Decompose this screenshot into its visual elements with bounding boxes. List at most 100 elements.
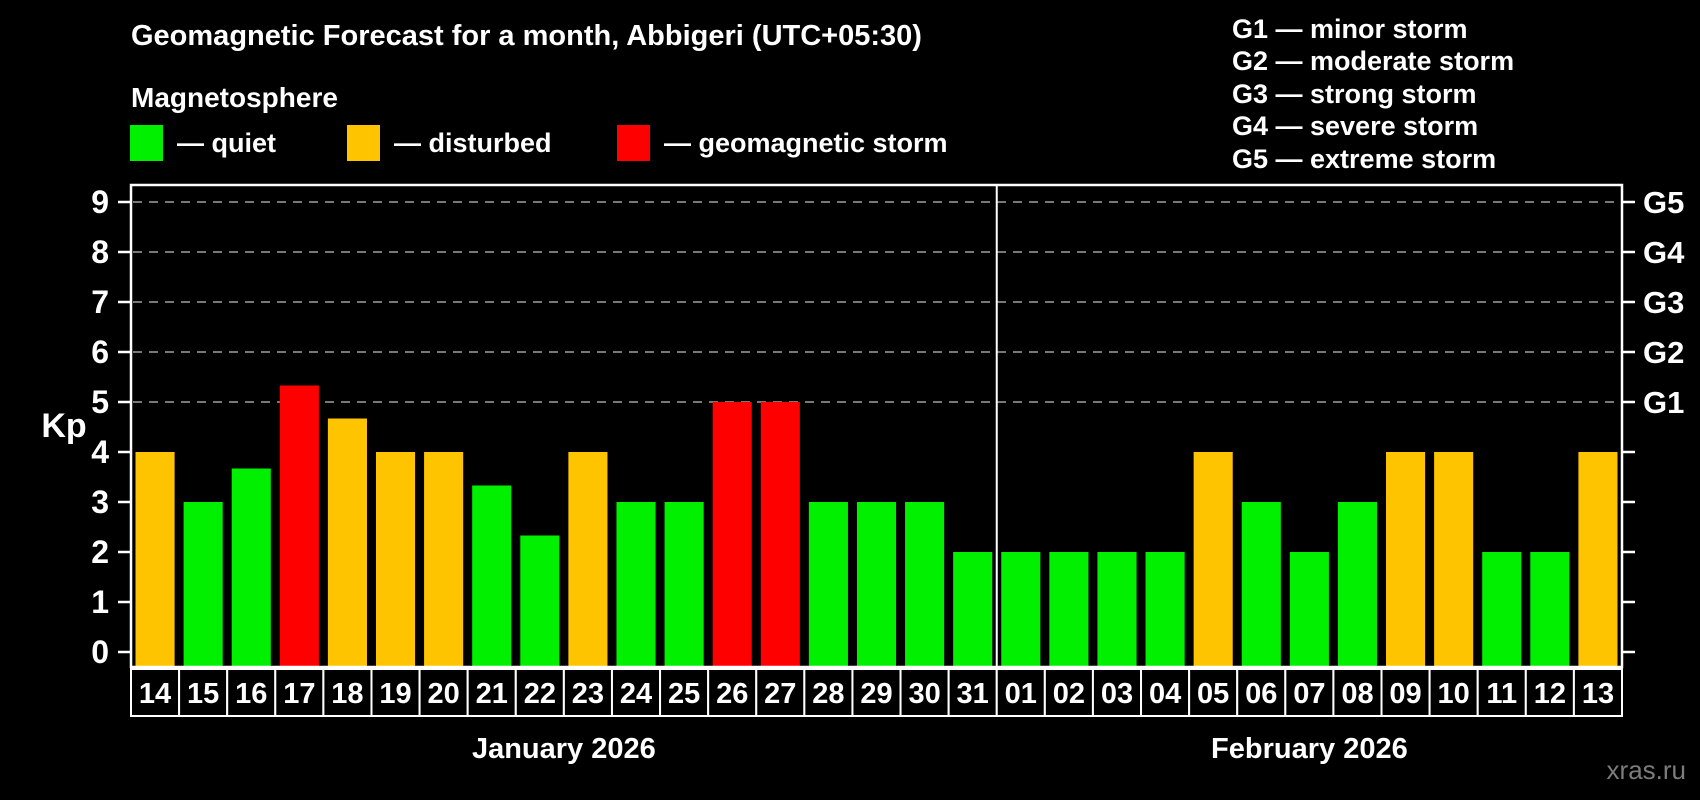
day-label-13: 13 bbox=[1582, 678, 1614, 710]
day-box-17 bbox=[274, 668, 325, 717]
y-tick-label-7: 7 bbox=[91, 284, 109, 320]
disturbed-label: — disturbed bbox=[394, 127, 552, 158]
day-label-22: 22 bbox=[524, 678, 556, 710]
bar-january-20 bbox=[424, 452, 464, 666]
bar-february-12 bbox=[1530, 552, 1570, 666]
bar-february-07 bbox=[1289, 552, 1329, 666]
day-box-19 bbox=[370, 668, 421, 717]
bar-january-16 bbox=[231, 468, 271, 666]
storm-label: — geomagnetic storm bbox=[664, 127, 948, 158]
page-title: Geomagnetic Forecast for a month, Abbige… bbox=[131, 20, 922, 52]
day-label-23: 23 bbox=[572, 678, 604, 710]
day-box-11 bbox=[1476, 668, 1527, 717]
g3-legend-line: G3 — strong storm bbox=[1232, 78, 1477, 109]
day-label-02: 02 bbox=[1053, 678, 1085, 710]
bar-january-15 bbox=[183, 502, 223, 666]
y-tick-label-8: 8 bbox=[91, 234, 109, 270]
day-box-25 bbox=[659, 668, 710, 717]
bar-january-21 bbox=[472, 485, 512, 666]
day-box-20 bbox=[418, 668, 469, 717]
plot-border bbox=[129, 183, 1624, 669]
day-label-29: 29 bbox=[860, 678, 892, 710]
day-label-30: 30 bbox=[908, 678, 940, 710]
right-axis-label-g4: G4 bbox=[1643, 235, 1685, 270]
y-tick-label-6: 6 bbox=[91, 334, 109, 370]
day-box-18 bbox=[322, 668, 373, 717]
y-tick-label-3: 3 bbox=[91, 484, 109, 520]
right-axis-label-g1: G1 bbox=[1643, 385, 1684, 420]
bar-january-18 bbox=[327, 418, 367, 666]
day-label-08: 08 bbox=[1341, 678, 1373, 710]
legend-item-disturbed: — disturbed bbox=[347, 124, 552, 162]
day-label-17: 17 bbox=[283, 678, 315, 710]
day-box-02 bbox=[1043, 668, 1094, 717]
day-label-18: 18 bbox=[331, 678, 363, 710]
day-label-28: 28 bbox=[812, 678, 844, 710]
day-label-15: 15 bbox=[187, 678, 219, 710]
bar-january-22 bbox=[520, 535, 560, 666]
day-label-27: 27 bbox=[764, 678, 796, 710]
g-scale-legend: G1 — minor storm G2 — moderate storm G3 … bbox=[1232, 13, 1514, 175]
bar-january-27 bbox=[760, 402, 800, 666]
day-label-05: 05 bbox=[1197, 678, 1229, 710]
day-label-01: 01 bbox=[1005, 678, 1037, 710]
month-label-january: January 2026 bbox=[472, 733, 656, 765]
g5-legend-line: G5 — extreme storm bbox=[1232, 143, 1497, 174]
bar-january-26 bbox=[712, 402, 752, 666]
bar-january-29 bbox=[856, 502, 897, 666]
y-tick-label-0: 0 bbox=[91, 634, 109, 670]
bar-february-13 bbox=[1578, 452, 1618, 666]
y-tick-label-2: 2 bbox=[91, 534, 109, 570]
day-label-11: 11 bbox=[1486, 678, 1517, 710]
day-box-13 bbox=[1572, 668, 1623, 717]
bar-january-24 bbox=[616, 502, 656, 666]
right-axis-label-g2: G2 bbox=[1643, 335, 1684, 370]
kp-axis-title: Kp bbox=[41, 407, 86, 445]
legend-item-quiet: — quiet bbox=[130, 124, 276, 162]
y-tick-label-5: 5 bbox=[91, 384, 109, 420]
day-label-14: 14 bbox=[139, 678, 171, 710]
right-axis-label-g3: G3 bbox=[1643, 285, 1684, 320]
bar-january-30 bbox=[905, 502, 945, 666]
bar-january-19 bbox=[375, 452, 416, 666]
day-label-31: 31 bbox=[957, 678, 989, 710]
disturbed-color-swatch bbox=[347, 125, 380, 161]
day-box-26 bbox=[707, 668, 758, 717]
bar-january-25 bbox=[664, 502, 704, 666]
day-label-24: 24 bbox=[620, 678, 652, 710]
day-box-27 bbox=[755, 668, 806, 717]
day-label-21: 21 bbox=[476, 678, 508, 710]
bar-january-17 bbox=[279, 385, 319, 666]
day-label-12: 12 bbox=[1534, 678, 1566, 710]
bar-february-09 bbox=[1386, 452, 1426, 666]
right-axis-label-g5: G5 bbox=[1643, 185, 1684, 220]
g2-legend-line: G2 — moderate storm bbox=[1232, 46, 1515, 77]
day-box-10 bbox=[1428, 668, 1479, 717]
day-box-28 bbox=[803, 668, 854, 717]
bar-february-03 bbox=[1097, 552, 1137, 666]
day-label-20: 20 bbox=[427, 678, 459, 710]
bar-january-14 bbox=[135, 452, 175, 666]
y-tick-label-9: 9 bbox=[91, 184, 109, 220]
day-label-19: 19 bbox=[379, 678, 411, 710]
day-box-15 bbox=[178, 668, 229, 717]
g1-legend-line: G1 — minor storm bbox=[1232, 14, 1468, 44]
bar-february-02 bbox=[1049, 552, 1089, 666]
day-label-26: 26 bbox=[716, 678, 748, 710]
bar-february-11 bbox=[1482, 552, 1522, 666]
bar-february-01 bbox=[1001, 552, 1041, 666]
y-tick-label-1: 1 bbox=[91, 584, 109, 620]
day-label-25: 25 bbox=[668, 678, 700, 710]
day-label-06: 06 bbox=[1245, 678, 1277, 710]
bar-february-04 bbox=[1145, 552, 1185, 666]
day-box-08 bbox=[1332, 668, 1383, 717]
day-label-10: 10 bbox=[1438, 678, 1470, 710]
g4-legend-line: G4 — severe storm bbox=[1232, 111, 1479, 142]
day-label-09: 09 bbox=[1389, 678, 1421, 710]
month-label-february: February 2026 bbox=[1211, 733, 1408, 765]
xras-watermark-link[interactable]: xras.ru bbox=[1606, 755, 1686, 785]
bar-february-05 bbox=[1193, 452, 1233, 666]
bar-february-08 bbox=[1337, 502, 1378, 666]
bar-january-23 bbox=[568, 452, 608, 666]
